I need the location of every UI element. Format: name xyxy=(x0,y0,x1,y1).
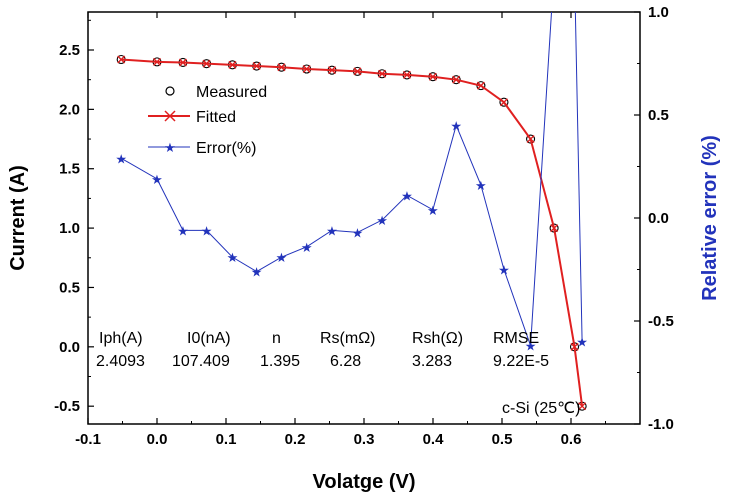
fitted-point xyxy=(452,75,461,84)
error-point: ★ xyxy=(227,251,239,266)
error-point: ★ xyxy=(326,224,338,239)
error-point: ★ xyxy=(276,251,288,266)
series-error: ★ ★ ★ ★ ★ ★ ★ ★ ★ ★ ★ ★ ★ ★ ★ ★ ★ ★ xyxy=(115,12,588,355)
error-point: ★ xyxy=(151,173,163,188)
fitted-point xyxy=(327,66,336,75)
y2-tick-label: 1.0 xyxy=(648,4,669,21)
error-point: ★ xyxy=(301,241,313,256)
y2-tick-label: 0.0 xyxy=(648,210,669,227)
error-point: ★ xyxy=(427,204,439,219)
x-tick-label: 0.6 xyxy=(561,431,582,448)
y2-tick-label: 0.5 xyxy=(648,107,669,124)
x-tick-label: 0.0 xyxy=(147,431,168,448)
param-header-rs: Rs(mΩ) xyxy=(320,330,376,347)
legend-label-fitted: Fitted xyxy=(196,109,236,126)
fitted-point xyxy=(302,64,311,73)
fitted-point xyxy=(202,59,211,68)
param-header-i0: I0(nA) xyxy=(187,330,231,347)
x-tick-label: 0.4 xyxy=(423,431,445,448)
param-header-n: n xyxy=(272,330,281,347)
param-header-rmse: RMSE xyxy=(493,330,539,347)
param-value-iph: 2.4093 xyxy=(96,353,145,370)
error-point: ★ xyxy=(401,189,413,204)
y2-axis: -1.0 -0.5 0.0 0.5 1.0 xyxy=(634,4,674,433)
fitted-point xyxy=(378,69,387,78)
fitted-point xyxy=(178,58,187,67)
x-tick-label: -0.1 xyxy=(75,431,101,448)
error-point: ★ xyxy=(201,224,213,239)
fitted-point xyxy=(499,98,508,107)
fitted-point xyxy=(252,62,261,71)
fitted-point xyxy=(578,402,587,411)
x-tick-label: 0.2 xyxy=(285,431,306,448)
y-tick-label: 0.5 xyxy=(59,279,80,296)
y2-tick-label: -1.0 xyxy=(648,416,674,433)
legend-marker-error: ★ xyxy=(164,141,176,156)
legend-label-measured: Measured xyxy=(196,84,267,101)
fitted-line xyxy=(121,58,584,407)
param-value-i0: 107.409 xyxy=(172,353,230,370)
legend-entry-fitted: Fitted xyxy=(148,109,236,126)
y-tick-label: 1.5 xyxy=(59,161,80,178)
error-line xyxy=(120,123,532,346)
fitted-point xyxy=(228,60,237,69)
series-layer: ★ ★ ★ ★ ★ ★ ★ ★ ★ ★ ★ ★ ★ ★ ★ ★ ★ ★ xyxy=(115,12,588,411)
legend-entry-error: ★ Error(%) xyxy=(148,140,256,157)
error-point: ★ xyxy=(115,152,127,167)
error-point: ★ xyxy=(576,336,588,351)
y-axis: -0.5 0.0 0.5 1.0 1.5 2.0 2.5 xyxy=(54,19,94,415)
x-tick-label: 0.3 xyxy=(354,431,375,448)
legend-marker-fitted xyxy=(164,110,176,122)
error-point: ★ xyxy=(251,266,263,281)
legend: Measured Fitted ★ Error(%) xyxy=(148,84,267,157)
error-point: ★ xyxy=(376,214,388,229)
legend-entry-measured: Measured xyxy=(165,84,267,101)
param-header-iph: Iph(A) xyxy=(99,330,143,347)
x-axis: -0.1 0.0 0.1 0.2 0.3 0.4 0.5 0.6 xyxy=(75,12,606,448)
error-point: ★ xyxy=(475,179,487,194)
legend-marker-measured xyxy=(165,86,175,96)
param-value-n: 1.395 xyxy=(260,353,300,370)
fitted-point xyxy=(428,72,437,81)
param-value-rsh: 3.283 xyxy=(412,353,452,370)
fitted-point xyxy=(153,57,161,66)
x-tick-label: 0.1 xyxy=(216,431,237,448)
error-point: ★ xyxy=(352,226,364,241)
legend-label-error: Error(%) xyxy=(196,140,256,157)
error-point: ★ xyxy=(177,224,189,239)
error-line-offscale xyxy=(530,12,583,346)
fitted-point xyxy=(526,135,535,144)
y-tick-label: -0.5 xyxy=(54,398,80,415)
fitted-point xyxy=(570,342,579,351)
measured-point xyxy=(526,134,536,144)
y2-axis-title: Relative error (%) xyxy=(699,135,721,301)
param-value-rs: 6.28 xyxy=(330,353,361,370)
error-point: ★ xyxy=(450,119,462,134)
fitted-point xyxy=(402,70,411,79)
error-point: ★ xyxy=(498,264,510,279)
x-tick-label: 0.5 xyxy=(492,431,513,448)
param-value-rmse: 9.22E-5 xyxy=(493,353,549,370)
fitted-point xyxy=(277,63,286,72)
material-annotation: c-Si (25℃) xyxy=(502,400,580,417)
plot-frame xyxy=(87,11,641,425)
error-point: ★ xyxy=(525,340,537,355)
fitted-point xyxy=(476,81,485,90)
fitted-point xyxy=(117,55,126,64)
parameter-table: Iph(A) I0(nA) n Rs(mΩ) Rsh(Ω) RMSE 2.409… xyxy=(96,330,549,370)
param-header-rsh: Rsh(Ω) xyxy=(412,330,463,347)
measured-point xyxy=(499,97,509,107)
y-tick-label: 1.0 xyxy=(59,220,80,237)
x-axis-title: Volatge (V) xyxy=(313,471,416,493)
y2-tick-label: -0.5 xyxy=(648,313,674,330)
y-axis-title: Current (A) xyxy=(7,165,29,271)
y-tick-label: 2.5 xyxy=(59,42,80,59)
fitted-point xyxy=(353,67,362,76)
y-tick-label: 2.0 xyxy=(59,101,80,118)
y-tick-label: 0.0 xyxy=(59,339,80,356)
series-fitted xyxy=(117,55,587,411)
fitted-point xyxy=(550,224,559,233)
